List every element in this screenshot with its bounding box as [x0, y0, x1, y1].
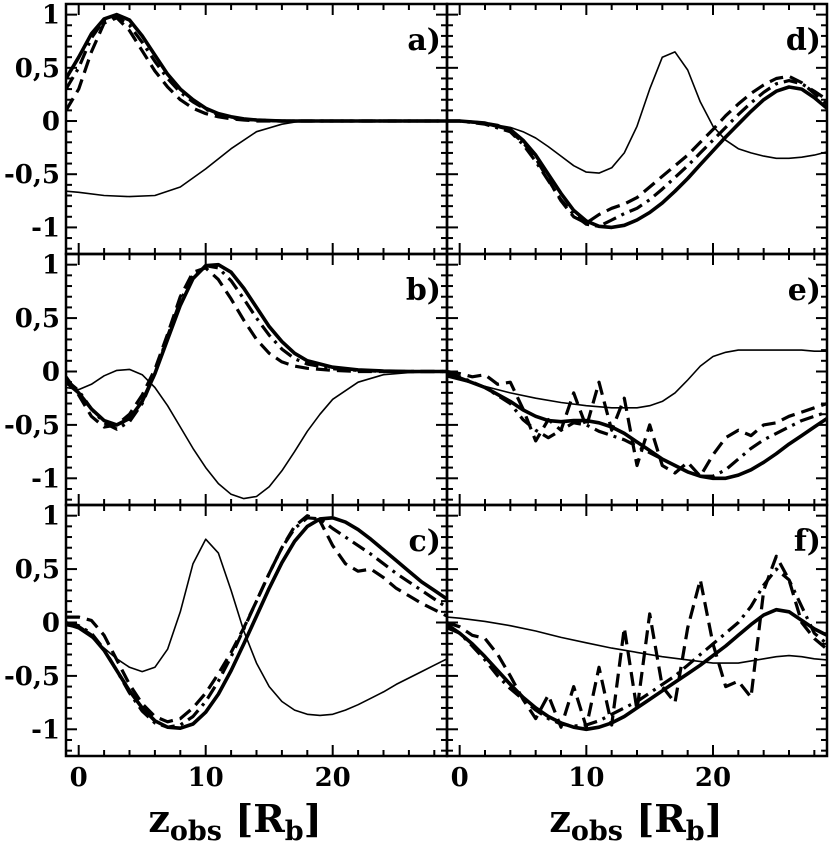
panel-b-series-thick-solid: [66, 262, 447, 427]
panel-a-ytick-label: 0: [42, 107, 60, 137]
panel-c-label: c): [409, 524, 441, 559]
panel-f: 0 10 20 f): [445, 503, 829, 793]
panel-c-series-dash-dot: [66, 516, 447, 729]
panel-f-label: f): [794, 524, 821, 559]
panel-a-ytick-label: -1: [31, 213, 60, 243]
panel-c: 1 0,5 0 -0,5 -1 0 10 20 c): [4, 502, 449, 793]
panel-a-ytick-label: 0,5: [15, 54, 60, 84]
panel-a-series-thick-solid: [66, 12, 447, 123]
panel-b-ytick-label: -1: [31, 464, 60, 494]
panel-e-label: e): [788, 273, 821, 308]
panel-b-frame: [64, 252, 449, 507]
panel-b-ytick-label: -0,5: [4, 411, 60, 441]
panel-c-series-thin-solid: [66, 538, 447, 717]
panel-e-series-thin-solid: [447, 349, 827, 409]
panel-e-series-dashed: [447, 369, 827, 478]
panel-f-xtick-label: 20: [695, 763, 731, 793]
panel-c-ytick-label: -0,5: [4, 662, 60, 692]
panel-c-series-thick-solid: [66, 516, 447, 730]
x-axis-title-left: zobs [Rb]: [148, 796, 321, 847]
panel-c-series-dashed: [66, 514, 447, 724]
panel-a-frame: [64, 2, 449, 256]
panel-a-series-dash-dot: [66, 15, 447, 123]
panel-d: d): [445, 2, 829, 256]
panel-c-ytick-label: 1: [42, 502, 60, 532]
panel-b-series-group: [66, 262, 447, 500]
panel-c-ytick-label: -1: [31, 715, 60, 745]
panel-b-series-dash-dot: [66, 264, 447, 431]
panel-d-label: d): [786, 23, 821, 58]
panel-f-xtick-label: 10: [568, 763, 604, 793]
panel-f-series-thick-solid: [447, 607, 827, 732]
panel-b-series-dashed: [66, 266, 447, 429]
panel-e-series-dash-dot: [447, 372, 827, 478]
panel-b-ytick-label: 1: [42, 251, 60, 281]
panel-b: 1 0,5 0 -0,5 -1 b): [4, 251, 449, 507]
panel-d-series-dashed: [447, 74, 827, 225]
panel-d-series-dash-dot: [447, 79, 827, 228]
panel-f-series-thin-solid: [447, 616, 827, 664]
panel-a-ytick-label: 1: [42, 1, 60, 31]
panel-a-label: a): [407, 23, 441, 58]
panel-b-series-thin-solid: [66, 368, 447, 500]
panel-c-xtick-label: 10: [188, 763, 224, 793]
panel-c-xtick-label: 0: [70, 763, 88, 793]
panel-e-series-thick-solid: [447, 372, 827, 481]
panel-b-label: b): [406, 273, 441, 308]
panel-e: e): [445, 252, 829, 507]
x-axis-title-right: zobs [Rb]: [549, 796, 722, 847]
panel-c-ytick-label: 0,5: [15, 555, 60, 585]
panel-f-frame: [445, 503, 829, 758]
panel-a-series-dashed: [66, 16, 447, 123]
panel-a-series-group: [66, 12, 447, 198]
panel-e-frame: [445, 252, 829, 507]
panel-b-ytick-label: 0: [42, 357, 60, 387]
panel-d-series-group: [447, 51, 827, 230]
panel-a-series-thin-solid: [66, 120, 447, 198]
panel-c-frame: [64, 503, 449, 758]
panel-e-series-group: [447, 349, 827, 481]
panel-f-xtick-label: 0: [451, 763, 469, 793]
panel-c-series-group: [66, 514, 447, 730]
panel-c-xtick-label: 20: [315, 763, 351, 793]
plot-layer: 1 0,5 0 -0,5 -1 a) 1 0,5 0 -0,5 -1 b) 1 0,5 0 -0,5 -1 0 10…: [4, 1, 829, 793]
panel-f-series-dashed: [447, 554, 827, 729]
panel-f-series-group: [447, 554, 827, 732]
panel-d-series-thick-solid: [447, 85, 827, 230]
panel-c-ytick-label: 0: [42, 608, 60, 638]
panel-a: 1 0,5 0 -0,5 -1 a): [4, 1, 449, 256]
panel-b-ytick-label: 0,5: [15, 304, 60, 334]
panel-a-ytick-label: -0,5: [4, 160, 60, 190]
panel-d-series-thin-solid: [447, 51, 827, 174]
